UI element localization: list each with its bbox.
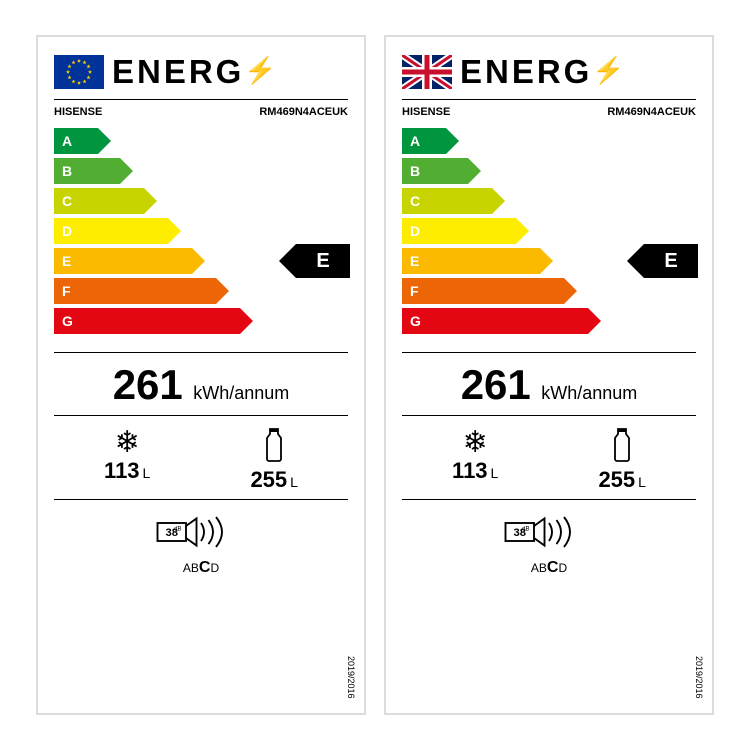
- capacity-row: ❄ 113L 255L: [54, 428, 348, 493]
- energy-bar-B: B: [402, 158, 468, 184]
- energy-bar-row: G: [402, 308, 696, 334]
- energy-label: ENERG⚡ HISENSE RM469N4ACEUK A B C D E F …: [36, 35, 366, 715]
- energy-title: ENERG⚡: [460, 53, 628, 91]
- divider: [402, 352, 696, 353]
- energy-bar-row: B: [402, 158, 696, 184]
- energy-bar-row: D: [402, 218, 696, 244]
- divider: [54, 499, 348, 500]
- energy-bars: A B C D E F G E: [402, 128, 696, 346]
- energy-bar-F: F: [402, 278, 564, 304]
- divider: [402, 415, 696, 416]
- model-number: RM469N4ACEUK: [259, 106, 348, 118]
- energy-bar-D: D: [402, 218, 516, 244]
- regulation-number: 2019/2016: [346, 656, 356, 699]
- rating-arrow: E: [296, 244, 350, 278]
- energy-bar-G: G: [402, 308, 588, 334]
- energy-bar-row: A: [54, 128, 348, 154]
- noise-section: 38 dB ABCD: [54, 514, 348, 577]
- energy-bar-G: G: [54, 308, 240, 334]
- eu-flag-icon: [54, 55, 104, 89]
- divider: [402, 99, 696, 100]
- divider: [54, 352, 348, 353]
- freezer-capacity: ❄ 113L: [452, 428, 498, 493]
- regulation-number: 2019/2016: [694, 656, 704, 699]
- freezer-capacity: ❄ 113L: [104, 428, 150, 493]
- bolt-icon: ⚡: [592, 55, 627, 85]
- energy-label: ENERG⚡ HISENSE RM469N4ACEUK A B C D E F …: [384, 35, 714, 715]
- brand-name: HISENSE: [402, 106, 450, 118]
- rating-arrow: E: [644, 244, 698, 278]
- snowflake-icon: ❄: [452, 428, 498, 458]
- bottle-icon: [598, 428, 646, 467]
- divider: [402, 499, 696, 500]
- consumption: 261 kWh/annum: [402, 361, 696, 409]
- model-number: RM469N4ACEUK: [607, 106, 696, 118]
- energy-bar-C: C: [54, 188, 144, 214]
- energy-bar-E: E: [54, 248, 192, 274]
- svg-text:dB: dB: [174, 527, 181, 533]
- energy-bar-C: C: [402, 188, 492, 214]
- consumption: 261 kWh/annum: [54, 361, 348, 409]
- energy-bar-row: D: [54, 218, 348, 244]
- fridge-value: 255: [598, 467, 635, 492]
- brand-name: HISENSE: [54, 106, 102, 118]
- speaker-icon: 38 dB: [402, 514, 696, 555]
- consumption-value: 261: [461, 361, 531, 408]
- fridge-value: 255: [250, 467, 287, 492]
- energy-bar-D: D: [54, 218, 168, 244]
- energy-bar-row: A: [402, 128, 696, 154]
- divider: [54, 99, 348, 100]
- consumption-unit: kWh/annum: [541, 383, 637, 403]
- energy-bar-F: F: [54, 278, 216, 304]
- freezer-value: 113: [452, 458, 488, 483]
- label-header: ENERG⚡: [402, 53, 696, 91]
- energy-bar-row: C: [402, 188, 696, 214]
- snowflake-icon: ❄: [104, 428, 150, 458]
- freezer-unit: L: [143, 465, 151, 481]
- energy-bar-row: F: [54, 278, 348, 304]
- energy-title: ENERG⚡: [112, 53, 280, 91]
- bottle-icon: [250, 428, 298, 467]
- energy-bar-row: G: [54, 308, 348, 334]
- energy-bar-row: C: [54, 188, 348, 214]
- energy-bars: A B C D E F G E: [54, 128, 348, 346]
- emission-class: ABCD: [402, 559, 696, 577]
- consumption-unit: kWh/annum: [193, 383, 289, 403]
- fridge-unit: L: [290, 474, 298, 490]
- speaker-icon: 38 dB: [54, 514, 348, 555]
- fridge-capacity: 255L: [598, 428, 646, 493]
- freezer-unit: L: [491, 465, 499, 481]
- brand-row: HISENSE RM469N4ACEUK: [54, 106, 348, 118]
- bolt-icon: ⚡: [244, 55, 279, 85]
- capacity-row: ❄ 113L 255L: [402, 428, 696, 493]
- emission-class: ABCD: [54, 559, 348, 577]
- consumption-value: 261: [113, 361, 183, 408]
- label-header: ENERG⚡: [54, 53, 348, 91]
- fridge-unit: L: [638, 474, 646, 490]
- energy-bar-row: B: [54, 158, 348, 184]
- energy-bar-A: A: [54, 128, 98, 154]
- svg-text:dB: dB: [522, 527, 529, 533]
- brand-row: HISENSE RM469N4ACEUK: [402, 106, 696, 118]
- uk-flag-icon: [402, 55, 452, 89]
- freezer-value: 113: [104, 458, 140, 483]
- energy-bar-E: E: [402, 248, 540, 274]
- energy-bar-A: A: [402, 128, 446, 154]
- energy-bar-row: F: [402, 278, 696, 304]
- divider: [54, 415, 348, 416]
- energy-bar-B: B: [54, 158, 120, 184]
- fridge-capacity: 255L: [250, 428, 298, 493]
- noise-section: 38 dB ABCD: [402, 514, 696, 577]
